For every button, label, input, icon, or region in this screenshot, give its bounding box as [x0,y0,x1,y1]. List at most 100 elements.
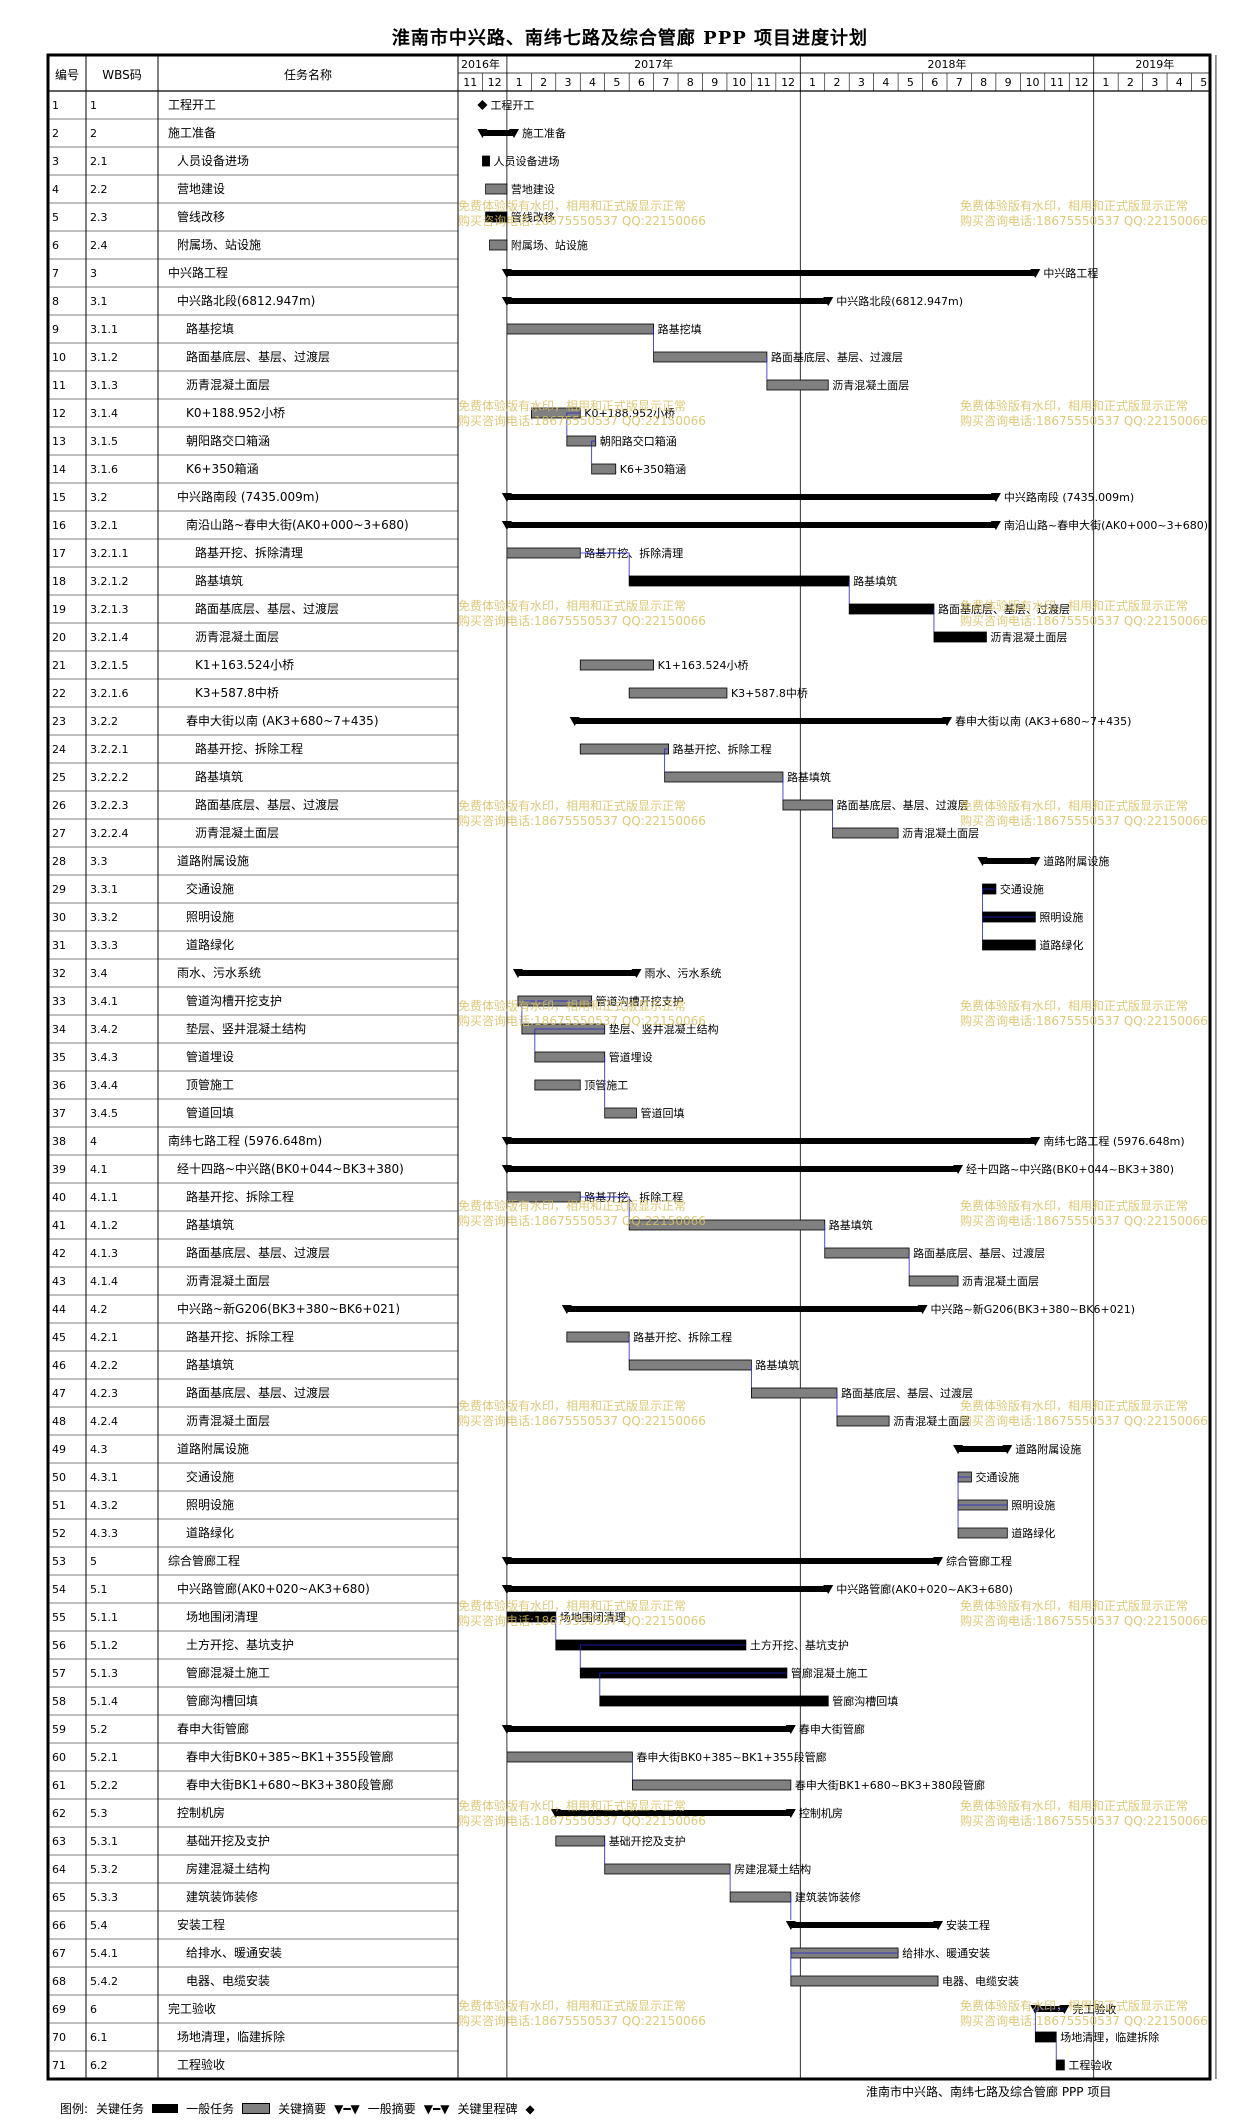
summary-bar [506,494,996,500]
task-name: 路基填筑 [195,573,243,588]
task-wbs: 3.2.2.2 [90,771,128,784]
summary-end-cap [785,1725,796,1734]
task-name: 控制机房 [177,1805,225,1820]
task-name: 垫层、竖井混凝土结构 [186,1021,306,1036]
normal-task-bar [628,687,728,699]
summary-bar [506,1586,829,1592]
legend: 图例: 关键任务 一般任务 关键摘要 ▼━▼ 一般摘要 ▼━▼ 关键里程碑 ◆ [60,2100,535,2117]
task-id: 4 [52,183,59,196]
task-wbs: 5.3.3 [90,1891,118,1904]
task-id: 19 [52,603,66,616]
task-bar-label: 管廊混凝土施工 [791,1666,868,1680]
task-name: 中兴路北段(6812.947m) [177,293,315,308]
task-id: 54 [52,1583,66,1596]
task-bar-label: 朝阳路交口箱涵 [600,434,677,448]
task-id: 55 [52,1611,66,1624]
task-name: 路面基底层、基层、过渡层 [195,601,339,616]
task-name: 附属场、站设施 [177,238,261,252]
task-name: 路基填筑 [186,1357,234,1372]
task-id: 17 [52,547,66,560]
summary-bar [506,1726,791,1732]
task-name: 沥青混凝土面层 [195,825,279,840]
normal-task-bar [489,239,508,251]
task-bar-label: 管道埋设 [609,1050,653,1064]
month-label: 2 [833,76,840,89]
dependency-link [790,1952,899,1976]
year-label: 2017年 [634,57,673,71]
watermark-line-2: 购买咨询电话:18675550537 QQ:22150066 [960,1813,1208,1828]
summary-end-cap [990,493,1001,502]
task-wbs: 3.4.1 [90,995,118,1008]
task-name: 道路绿化 [186,937,234,952]
task-name: 中兴路南段 (7435.009m) [177,489,319,504]
task-name: 工程开工 [168,97,216,112]
task-wbs: 4.2.3 [90,1387,118,1400]
summary-start-cap [501,493,512,502]
task-id: 9 [52,323,59,336]
summary-start-cap [501,1725,512,1734]
task-bar-label: 管廊沟槽回填 [832,1694,898,1708]
task-bar-label: 中兴路北段(6812.947m) [836,294,963,308]
dependency-link [664,748,669,772]
month-label: 1 [1102,76,1109,89]
legend-critical-label: 关键任务 [96,2102,145,2116]
task-id: 35 [52,1051,66,1064]
task-bar-label: 路面基底层、基层、过渡层 [837,798,969,812]
task-bar-label: 路基填筑 [853,574,897,588]
watermark-line-1: 免费体验版有水印，相用和正式版显示正常 [458,1198,686,1213]
task-id: 61 [52,1779,66,1792]
task-wbs: 3.1.6 [90,463,118,476]
task-wbs: 4.1.4 [90,1275,118,1288]
task-name: 路基开挖、拆除工程 [186,1329,294,1344]
task-bar-label: 综合管廊工程 [946,1554,1012,1568]
task-wbs: 5.2.1 [90,1751,118,1764]
task-id: 20 [52,631,66,644]
summary-end-cap [933,1921,944,1930]
normal-task-bar [632,1779,792,1791]
task-wbs: 5.1.3 [90,1667,118,1680]
task-wbs: 5.1.1 [90,1611,118,1624]
task-bar-label: K1+163.524小桥 [658,659,749,672]
task-wbs: 4.2 [90,1303,108,1316]
footer-note: 淮南市中兴路、南纬七路及综合管廊 PPP 项目 [866,2085,1112,2099]
task-bar-label: 沥青混凝土面层 [962,1274,1039,1288]
task-bar-label: 中兴路南段 (7435.009m) [1004,490,1134,504]
normal-task-bar [534,1051,606,1063]
task-bar-label: 交通设施 [975,1470,1019,1484]
task-name: 春申大街BK0+385~BK1+355段管廊 [186,1749,393,1764]
summary-bar [958,1446,1008,1452]
task-wbs: 2.1 [90,155,108,168]
normal-task-bar [790,1975,939,1987]
watermark-line-1: 免费体验版有水印，相用和正式版显示正常 [960,1798,1188,1813]
task-name: 场地清理，临建拆除 [177,2029,285,2044]
watermark-line-1: 免费体验版有水印，相用和正式版显示正常 [960,798,1188,813]
critical-task-bar [1055,2059,1065,2071]
summary-start-cap [501,269,512,278]
summary-start-cap [501,1137,512,1146]
month-label: 6 [931,76,938,89]
dependency-link [580,1196,630,1220]
task-id: 1 [52,99,59,112]
month-label: 11 [1050,76,1064,89]
summary-start-cap [501,521,512,530]
task-bar-label: 电器、电缆安装 [942,1974,1019,1988]
watermark-line-1: 免费体验版有水印，相用和正式版显示正常 [458,1398,686,1413]
task-bar-label: 路基挖填 [658,322,702,336]
task-id: 56 [52,1639,66,1652]
task-bar-label: 路基填筑 [755,1358,799,1372]
task-name: 土方开挖、基坑支护 [186,1637,294,1652]
task-bar-label: 顶管施工 [584,1078,628,1092]
task-id: 11 [52,379,66,392]
normal-task-bar [555,1835,606,1847]
legend-normal-summary-icon: ▼━▼ [423,2101,450,2116]
task-id: 53 [52,1555,66,1568]
task-name: 路基开挖、拆除工程 [195,741,303,756]
task-bar-label: 完工验收 [1072,2002,1116,2016]
task-wbs: 5.2.2 [90,1779,118,1792]
normal-task-bar [506,1751,633,1763]
summary-start-cap [569,717,580,726]
task-bar-label: 房建混凝土结构 [734,1862,811,1876]
task-wbs: 5.2 [90,1723,108,1736]
critical-task-bar [599,1695,829,1707]
task-name: 路基开挖、拆除工程 [186,1189,294,1204]
